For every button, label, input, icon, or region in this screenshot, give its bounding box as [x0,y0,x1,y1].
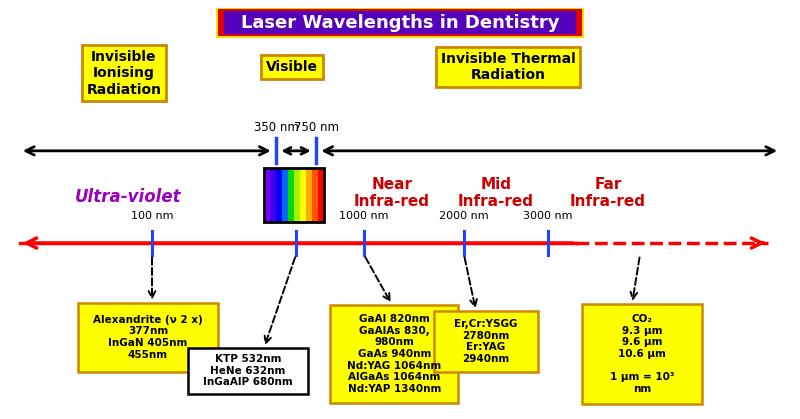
Text: 3000 nm: 3000 nm [523,211,573,221]
Bar [282,168,288,222]
Text: Invisible Thermal
Radiation: Invisible Thermal Radiation [441,52,575,82]
Text: Near
Infra-red: Near Infra-red [354,176,430,209]
FancyBboxPatch shape [218,9,582,36]
FancyBboxPatch shape [224,11,576,34]
Text: CO₂
9.3 μm
9.6 μm
10.6 μm

1 μm = 10³
nm: CO₂ 9.3 μm 9.6 μm 10.6 μm 1 μm = 10³ nm [610,314,674,394]
Text: Mid
Infra-red: Mid Infra-red [458,176,534,209]
Text: 2000 nm: 2000 nm [439,211,489,221]
Text: Invisible
Ionising
Radiation: Invisible Ionising Radiation [86,50,162,96]
Bar [300,168,306,222]
Text: Far
Infra-red: Far Infra-red [570,176,646,209]
Text: KTP 532nm
HeNe 632nm
InGaAlP 680nm: KTP 532nm HeNe 632nm InGaAlP 680nm [203,354,293,388]
Bar [294,168,300,222]
FancyBboxPatch shape [582,304,702,404]
Bar [318,168,324,222]
FancyBboxPatch shape [434,311,538,372]
Text: Visible: Visible [266,60,318,74]
Text: GaAl 820nm
GaAlAs 830,
980nm
GaAs 940nm
Nd:YAG 1064nm
AlGaAs 1064nm
Nd:YAP 1340n: GaAl 820nm GaAlAs 830, 980nm GaAs 940nm … [347,314,442,394]
Text: Er,Cr:YSGG
2780nm
Er:YAG
2940nm: Er,Cr:YSGG 2780nm Er:YAG 2940nm [454,319,518,364]
Text: 750 nm: 750 nm [294,121,338,134]
FancyBboxPatch shape [216,8,584,38]
Bar [270,168,276,222]
Bar [264,168,270,222]
Text: 100 nm: 100 nm [130,211,174,221]
Text: Alexandrite (ν 2 x)
377nm
InGaN 405nm
455nm: Alexandrite (ν 2 x) 377nm InGaN 405nm 45… [93,315,203,360]
FancyBboxPatch shape [188,348,308,394]
Bar [276,168,282,222]
FancyBboxPatch shape [330,305,458,403]
Bar [312,168,318,222]
Text: Laser Wavelengths in Dentistry: Laser Wavelengths in Dentistry [241,14,559,31]
Text: 350 nm: 350 nm [254,121,298,134]
FancyBboxPatch shape [78,303,218,372]
Bar [306,168,312,222]
Bar [264,168,324,222]
Bar [288,168,294,222]
Text: Ultra-violet: Ultra-violet [74,188,182,206]
Text: 1000 nm: 1000 nm [339,211,389,221]
